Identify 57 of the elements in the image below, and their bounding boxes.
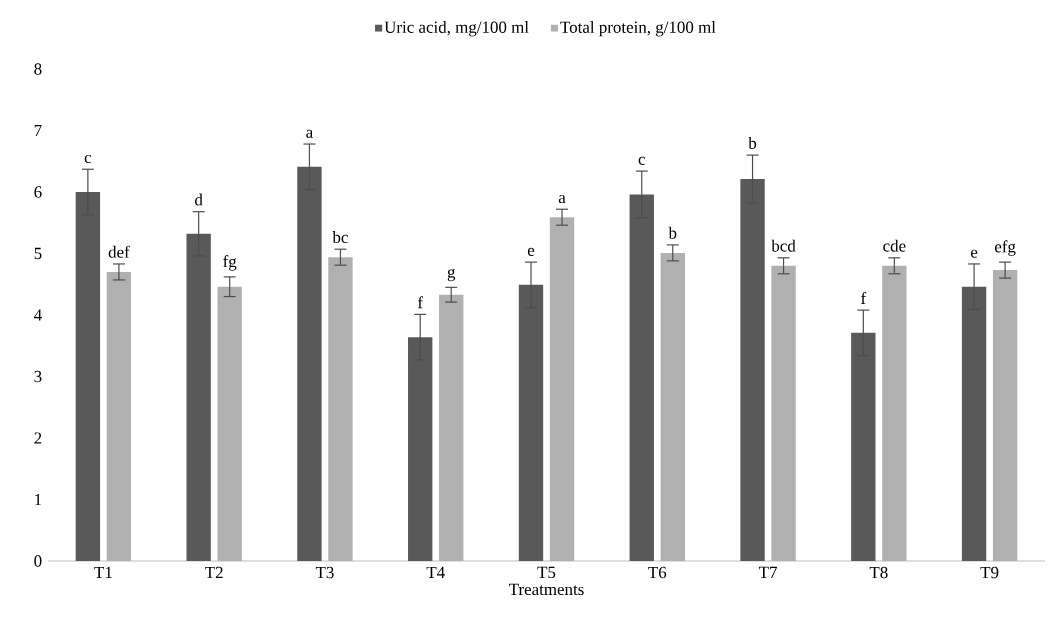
data-label: b: [748, 137, 757, 149]
x-tick-label: T1: [94, 566, 112, 579]
bar: [186, 233, 211, 561]
data-label: g: [447, 268, 456, 282]
bar: [740, 179, 765, 561]
bar: [106, 271, 132, 561]
data-label: e: [970, 249, 978, 258]
bar: [992, 270, 1018, 561]
bar: [882, 265, 907, 561]
data-label: d: [195, 193, 203, 206]
bar: [75, 192, 101, 561]
x-tick-label: T2: [205, 566, 223, 579]
data-label: f: [417, 296, 424, 309]
y-tick-label: 0: [34, 555, 42, 567]
data-label: a: [558, 194, 566, 204]
x-tick-label: T4: [426, 566, 445, 578]
data-label: e: [527, 247, 535, 256]
bar: [961, 286, 987, 561]
data-label: a: [306, 129, 313, 138]
x-tick-label: T6: [648, 566, 667, 579]
data-label: bc: [332, 231, 348, 244]
data-label: def: [108, 245, 130, 258]
y-tick-label: 5: [34, 247, 42, 260]
x-tick-label: T7: [758, 566, 777, 578]
y-tick-label: 4: [34, 309, 42, 321]
bar: [660, 252, 685, 561]
y-tick-label: 7: [34, 124, 42, 137]
y-tick-label: 2: [34, 432, 42, 444]
bar: [629, 194, 654, 561]
x-tick-label: T3: [315, 566, 334, 579]
y-tick-label: 3: [34, 370, 42, 383]
data-label: bcd: [771, 239, 796, 252]
bar: [771, 265, 796, 561]
data-label: c: [638, 156, 645, 165]
data-label: f: [861, 291, 867, 304]
x-tick-label: T8: [869, 566, 888, 579]
data-label: efg: [994, 240, 1016, 256]
bar: [851, 332, 876, 561]
data-label: fg: [223, 255, 237, 271]
y-tick-label: 8: [34, 63, 42, 75]
y-tick-label: 1: [35, 493, 42, 506]
legend-label: Total protein, g/100 ml: [560, 21, 716, 37]
bar: [439, 294, 464, 561]
bar: [549, 217, 575, 561]
bar: [408, 337, 433, 561]
bar: [518, 284, 544, 561]
y-tick-label: 6: [34, 186, 42, 198]
bar: [297, 166, 322, 561]
legend-label: Uric acid, mg/100 ml: [384, 21, 529, 37]
x-axis-title: Treatments: [509, 583, 584, 596]
x-tick-label: T5: [537, 566, 556, 579]
data-label: c: [84, 154, 92, 164]
bar: [217, 286, 242, 561]
data-label: cde: [883, 239, 906, 252]
data-label: b: [668, 226, 677, 239]
bar: [328, 257, 353, 561]
x-tick-label: T9: [980, 566, 999, 579]
